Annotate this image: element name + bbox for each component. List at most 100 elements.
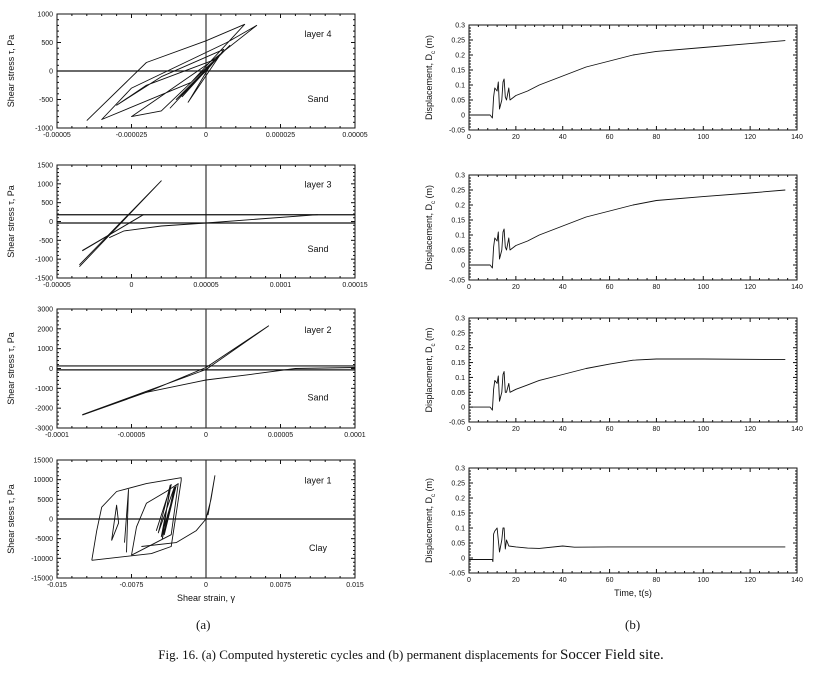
series-line-3 <box>111 504 120 541</box>
y-tick-label: 500 <box>41 40 53 47</box>
y-axis-title: Shear stress τ, Pa <box>6 35 16 108</box>
y-tick-label: -0.05 <box>449 278 465 285</box>
y-axis-title-unit: (m) <box>424 185 434 201</box>
y-tick-label: 0 <box>49 69 53 76</box>
y-axis-title-unit: (m) <box>424 35 434 51</box>
x-tick-label: 40 <box>559 134 567 141</box>
y-axis-title: Shear stess τ, Pa <box>6 484 16 554</box>
x-tick-label: 60 <box>606 134 614 141</box>
y-axis-title-unit: (m) <box>424 327 434 343</box>
series-line-2 <box>82 214 144 252</box>
y-tick-label: 0 <box>461 113 465 120</box>
y-tick-label: 0.1 <box>455 375 465 382</box>
series-line-1 <box>91 477 182 561</box>
y-tick-label: 0.2 <box>455 496 465 503</box>
x-tick-label: 120 <box>744 134 756 141</box>
figure-caption: Fig. 16. (a) Computed hysteretic cycles … <box>0 647 822 664</box>
x-tick-label: 80 <box>653 577 661 584</box>
x-tick-label: 0.000025 <box>266 132 295 139</box>
y-axis-title: Displacement, Dc (m) <box>424 185 437 270</box>
x-tick-label: 40 <box>559 577 567 584</box>
x-axis-title: Shear strain, γ <box>177 593 236 603</box>
x-tick-label: 120 <box>744 284 756 291</box>
y-tick-label: 1500 <box>37 163 53 170</box>
series-line-6 <box>141 475 216 547</box>
series-line-1 <box>82 325 270 416</box>
x-tick-label: 0.00005 <box>342 132 367 139</box>
y-tick-label: -5000 <box>35 536 53 543</box>
x-tick-label: -0.00005 <box>43 132 71 139</box>
plot-frame <box>468 467 798 574</box>
chart-3: -0.0001 -0.00005 0 0.00005 0.0001 -3000 -2000 -… <box>6 307 366 440</box>
y-tick-label: 0.1 <box>455 526 465 533</box>
x-tick-label: 60 <box>606 577 614 584</box>
y-tick-label: 0 <box>49 219 53 226</box>
y-axis-title-text: Displacement, D <box>424 346 434 413</box>
y-tick-label: -10000 <box>31 556 53 563</box>
y-tick-label: 0.2 <box>455 53 465 60</box>
x-tick-label: -0.00005 <box>118 432 146 439</box>
panel-label-a: (a) <box>196 617 211 632</box>
x-tick-label: 140 <box>791 134 803 141</box>
soil-type-annotation: Sand <box>307 244 328 254</box>
series-line-2 <box>131 483 179 556</box>
y-tick-label: 0.25 <box>451 481 465 488</box>
x-tick-label: 80 <box>653 426 661 433</box>
series-line-1 <box>79 180 162 268</box>
caption-text: Fig. 16. (a) Computed hysteretic cycles … <box>158 647 561 662</box>
plot-frame <box>468 24 798 131</box>
x-tick-label: -0.00005 <box>43 282 71 289</box>
series-line-2 <box>146 367 356 393</box>
x-tick-label: -0.000025 <box>116 132 148 139</box>
x-tick-label: 0.00015 <box>342 282 367 289</box>
y-axis-title-subscript: c <box>431 51 437 54</box>
soil-type-annotation: Clay <box>309 543 328 553</box>
x-tick-label: 100 <box>697 426 709 433</box>
y-axis-title-text: Displacement, D <box>424 203 434 270</box>
y-tick-label: 0 <box>461 405 465 412</box>
layer-annotation: layer 4 <box>304 29 331 39</box>
y-tick-label: 5000 <box>37 497 53 504</box>
y-axis-title: Shear stress τ, Pa <box>6 185 16 258</box>
x-tick-label: 80 <box>653 134 661 141</box>
y-axis-title: Shear stress τ, Pa <box>6 332 16 405</box>
x-tick-label: 60 <box>606 284 614 291</box>
y-tick-label: 0.15 <box>451 360 465 367</box>
y-axis-title-text: Shear stess τ, Pa <box>6 484 16 554</box>
y-tick-label: -1000 <box>35 257 53 264</box>
y-tick-label: 0 <box>49 366 53 373</box>
y-tick-label: 0.05 <box>451 541 465 548</box>
y-tick-label: 1000 <box>37 12 53 19</box>
y-axis-title-text: Shear stress τ, Pa <box>6 332 16 405</box>
y-tick-label: 0.3 <box>455 316 465 323</box>
x-tick-label: 0.00005 <box>193 282 218 289</box>
y-tick-label: -0.05 <box>449 128 465 135</box>
series-line-1 <box>86 23 258 121</box>
y-tick-label: 0 <box>461 556 465 563</box>
x-tick-label: 40 <box>559 426 567 433</box>
x-tick-label: 20 <box>512 426 520 433</box>
panel-label-b: (b) <box>625 617 641 632</box>
y-tick-label: 0.1 <box>455 233 465 240</box>
y-tick-label: 0.3 <box>455 23 465 30</box>
x-tick-label: 0 <box>467 426 471 433</box>
x-tick-label: 20 <box>512 284 520 291</box>
x-tick-label: -0.015 <box>47 582 67 589</box>
y-tick-label: 0.25 <box>451 38 465 45</box>
plot-frame <box>468 317 798 423</box>
plot-frame <box>468 174 798 281</box>
y-tick-label: -0.05 <box>449 571 465 578</box>
x-tick-label: 60 <box>606 426 614 433</box>
x-tick-label: 0.0001 <box>270 282 292 289</box>
y-axis-title-text: Displacement, D <box>424 53 434 120</box>
y-tick-label: 0.05 <box>451 98 465 105</box>
x-tick-label: 0 <box>467 134 471 141</box>
series-line-1 <box>469 40 786 119</box>
y-tick-label: -0.05 <box>449 420 465 427</box>
series-line-1 <box>469 358 786 411</box>
x-tick-label: -0.0075 <box>120 582 144 589</box>
soil-type-annotation: Sand <box>307 94 328 104</box>
chart-8: 0 20 40 60 80 100 120 140-0.0500.050.10.150.20.… <box>424 466 803 599</box>
